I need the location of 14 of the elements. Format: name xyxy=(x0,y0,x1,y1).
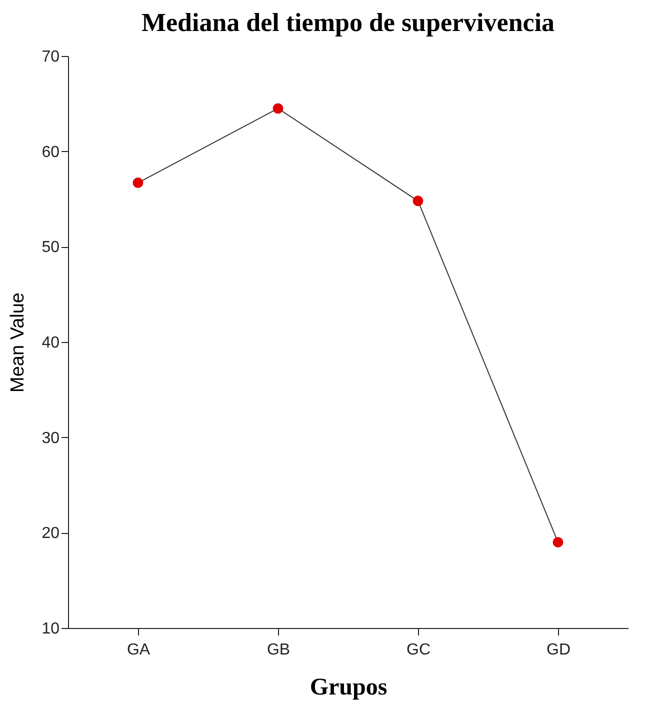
x-tick-label: GA xyxy=(126,642,150,658)
y-tick-label: 70 xyxy=(42,48,60,66)
x-tick-label: GC xyxy=(406,642,430,658)
y-tick-label: 20 xyxy=(42,525,60,542)
x-tick-label: GB xyxy=(266,642,290,658)
y-tick-label: 40 xyxy=(42,334,60,352)
x-axis-title: Grupos xyxy=(310,674,388,700)
x-tick-label: GD xyxy=(546,642,570,658)
y-tick-label: 30 xyxy=(42,430,60,447)
y-axis-title: Mean Value xyxy=(8,292,29,392)
y-tick-label: 10 xyxy=(42,620,60,638)
y-tick-label: 60 xyxy=(42,144,60,161)
chart-title: Mediana del tiempo de supervivencia xyxy=(141,8,555,37)
y-tick-label: 50 xyxy=(42,239,60,256)
